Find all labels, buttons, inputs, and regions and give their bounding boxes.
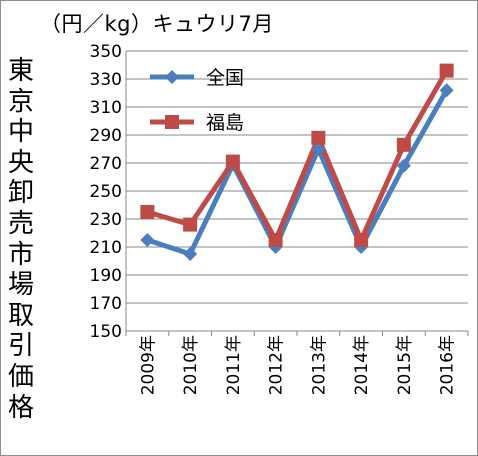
x-tick-labels: 2009年 2010年 2011年 2012年 2013年 2014年 2015年 2016年: [138, 335, 457, 395]
point-全国-2015年: [396, 158, 411, 173]
point-福島-2009年: [140, 205, 155, 219]
point-福島-2011年: [225, 154, 240, 169]
point-福島-2016年: [439, 63, 454, 78]
x-tick-2012年: 2012年: [267, 335, 287, 395]
x-tick-2015年: 2015年: [395, 335, 415, 395]
series-line-福島: [146, 69, 449, 243]
x-tick-2010年: 2010年: [181, 335, 201, 395]
point-福島-2014年: [354, 233, 369, 247]
y-tick-150: 150: [90, 322, 122, 342]
point-全国-2013年: [311, 142, 326, 156]
series-lines: [146, 69, 449, 257]
series-line-全国: [146, 88, 449, 257]
y-tick-230: 230: [90, 210, 122, 230]
point-福島-2012年: [268, 233, 283, 247]
point-全国-2010年: [183, 247, 198, 261]
point-全国-2016年: [439, 83, 454, 98]
y-axis-label: 東京中央卸売市場取引価格: [7, 56, 34, 423]
y-tick-labels: 150 170 190 210 230 250 270 290 310 330 350: [90, 42, 122, 342]
y-tick-330: 330: [90, 70, 122, 90]
point-全国-2009年: [140, 233, 155, 247]
x-tick-2013年: 2013年: [309, 335, 329, 395]
x-tick-2014年: 2014年: [352, 335, 372, 395]
gridlines: [126, 50, 468, 332]
legend-label-全国: 全国: [206, 67, 244, 89]
y-tick-170: 170: [90, 294, 122, 314]
chart-title: （円／kg）キュウリ7月: [40, 12, 274, 36]
y-tick-350: 350: [90, 42, 122, 62]
series-markers: [140, 63, 454, 261]
point-福島-2010年: [183, 217, 198, 232]
y-tick-190: 190: [90, 266, 122, 286]
axes: [125, 51, 469, 336]
legend-marker-全国: [165, 70, 179, 84]
x-tick-2016年: 2016年: [438, 335, 458, 395]
y-tick-310: 310: [90, 98, 122, 118]
y-tick-270: 270: [90, 154, 122, 174]
y-tick-210: 210: [90, 238, 122, 258]
y-tick-290: 290: [90, 126, 122, 146]
x-tick-2009年: 2009年: [138, 335, 158, 395]
legend-label-福島: 福島: [206, 112, 244, 134]
x-tick-2011年: 2011年: [224, 335, 244, 395]
y-tick-250: 250: [90, 182, 122, 202]
point-福島-2015年: [396, 137, 411, 152]
point-福島-2013年: [311, 130, 326, 145]
legend-marker-福島: [165, 115, 179, 129]
